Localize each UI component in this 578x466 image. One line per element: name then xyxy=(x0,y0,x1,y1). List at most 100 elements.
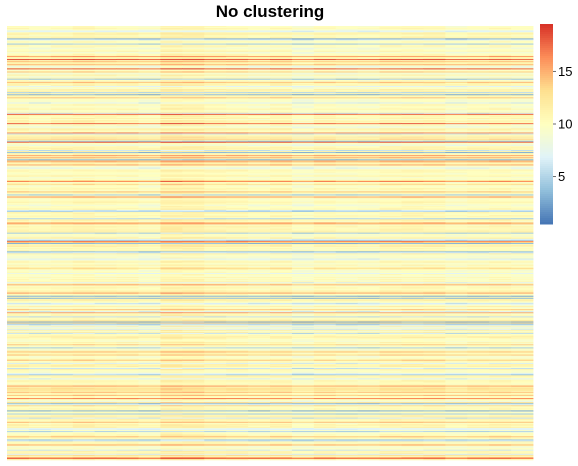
heatmap-cell xyxy=(28,169,52,171)
heatmap-cell xyxy=(511,216,534,218)
heatmap-cell xyxy=(489,181,512,183)
heatmap-cell xyxy=(357,130,380,132)
heatmap-cell xyxy=(182,131,205,133)
heatmap-cell xyxy=(116,77,139,79)
heatmap-cell xyxy=(445,205,468,208)
heatmap-cell xyxy=(445,189,468,191)
heatmap-cell xyxy=(7,75,30,77)
heatmap-cell xyxy=(335,179,359,182)
heatmap-cell xyxy=(226,85,249,88)
heatmap-cell xyxy=(357,184,380,186)
heatmap-cell xyxy=(50,71,74,73)
heatmap-cell xyxy=(489,143,512,146)
heatmap-cell xyxy=(467,70,490,72)
heatmap-cell xyxy=(50,205,74,208)
heatmap-cell xyxy=(248,196,271,198)
heatmap-cell xyxy=(489,213,512,215)
heatmap-cell xyxy=(182,163,205,165)
heatmap-cell xyxy=(28,88,52,90)
heatmap-cell xyxy=(72,35,96,37)
heatmap-cell xyxy=(28,152,52,154)
heatmap-cell xyxy=(270,223,293,225)
heatmap-cell xyxy=(379,213,402,215)
heatmap-cell xyxy=(489,51,512,54)
heatmap-cell xyxy=(94,114,117,117)
heatmap-cell xyxy=(401,83,424,86)
heatmap-cell xyxy=(489,100,512,102)
heatmap-cell xyxy=(445,212,468,214)
heatmap-cell xyxy=(94,30,117,32)
heatmap-cell xyxy=(291,134,315,136)
heatmap-cell xyxy=(489,53,512,56)
heatmap-cell xyxy=(160,218,183,220)
heatmap-cell xyxy=(94,119,117,121)
heatmap-cell xyxy=(50,162,74,164)
heatmap-cell xyxy=(445,77,468,79)
heatmap-cell xyxy=(445,52,468,55)
heatmap-cell xyxy=(7,120,30,122)
heatmap-cell xyxy=(270,160,293,162)
heatmap-cell xyxy=(28,77,52,79)
heatmap-cell xyxy=(204,136,227,138)
heatmap-cell xyxy=(291,67,315,69)
heatmap-cell xyxy=(248,63,271,65)
heatmap-cell xyxy=(204,83,227,86)
heatmap-cell xyxy=(28,47,52,50)
heatmap-cell xyxy=(313,130,337,132)
heatmap-cell xyxy=(138,28,161,30)
heatmap-cell xyxy=(445,31,468,33)
heatmap-cell xyxy=(160,45,183,47)
heatmap-cell xyxy=(28,84,52,87)
heatmap-cell xyxy=(379,109,402,112)
heatmap-cell xyxy=(7,121,30,123)
heatmap-cell xyxy=(445,45,468,47)
heatmap-cell xyxy=(72,185,96,187)
heatmap-cell xyxy=(335,151,359,153)
heatmap-cell xyxy=(28,170,52,172)
heatmap-cell xyxy=(50,48,74,51)
heatmap-cell xyxy=(138,144,161,147)
heatmap-cell xyxy=(489,154,512,156)
heatmap-cell xyxy=(270,195,293,197)
heatmap-cell xyxy=(182,133,205,135)
heatmap-cell xyxy=(335,117,359,120)
heatmap-cell xyxy=(291,43,315,45)
heatmap-cell xyxy=(204,237,227,240)
heatmap-cell xyxy=(138,139,161,141)
heatmap-cell xyxy=(226,131,249,133)
heatmap-cell xyxy=(204,222,227,224)
heatmap-cell xyxy=(467,119,490,121)
heatmap-cell xyxy=(467,196,490,198)
heatmap-cell xyxy=(467,97,490,99)
heatmap-cell xyxy=(335,28,359,30)
heatmap-cell xyxy=(248,151,271,153)
heatmap-cell xyxy=(401,214,424,216)
heatmap-cell xyxy=(50,151,74,153)
heatmap-cell xyxy=(28,75,52,77)
heatmap-cell xyxy=(94,98,117,100)
heatmap-cell xyxy=(401,139,424,141)
heatmap-cell xyxy=(248,159,271,161)
heatmap-cell xyxy=(94,54,117,57)
heatmap-cell xyxy=(28,173,52,176)
heatmap-cell xyxy=(467,65,490,67)
heatmap-cell xyxy=(226,205,249,208)
heatmap-cell xyxy=(467,175,490,178)
heatmap-cell xyxy=(160,164,183,166)
heatmap-cell xyxy=(423,125,446,127)
heatmap-cell xyxy=(204,134,227,136)
heatmap-cell xyxy=(335,61,359,63)
heatmap-cell xyxy=(401,63,424,65)
heatmap-cell xyxy=(7,106,30,108)
heatmap-cell xyxy=(50,231,74,233)
heatmap-cell xyxy=(379,225,402,227)
heatmap-cell xyxy=(357,121,380,123)
heatmap-cell xyxy=(270,123,293,125)
heatmap-cell xyxy=(423,151,446,153)
heatmap-cell xyxy=(489,186,512,188)
heatmap-cell xyxy=(270,172,293,175)
heatmap-cell xyxy=(72,159,96,161)
heatmap-cell xyxy=(72,90,96,92)
heatmap-cell xyxy=(313,94,337,96)
heatmap-cell xyxy=(270,197,293,199)
